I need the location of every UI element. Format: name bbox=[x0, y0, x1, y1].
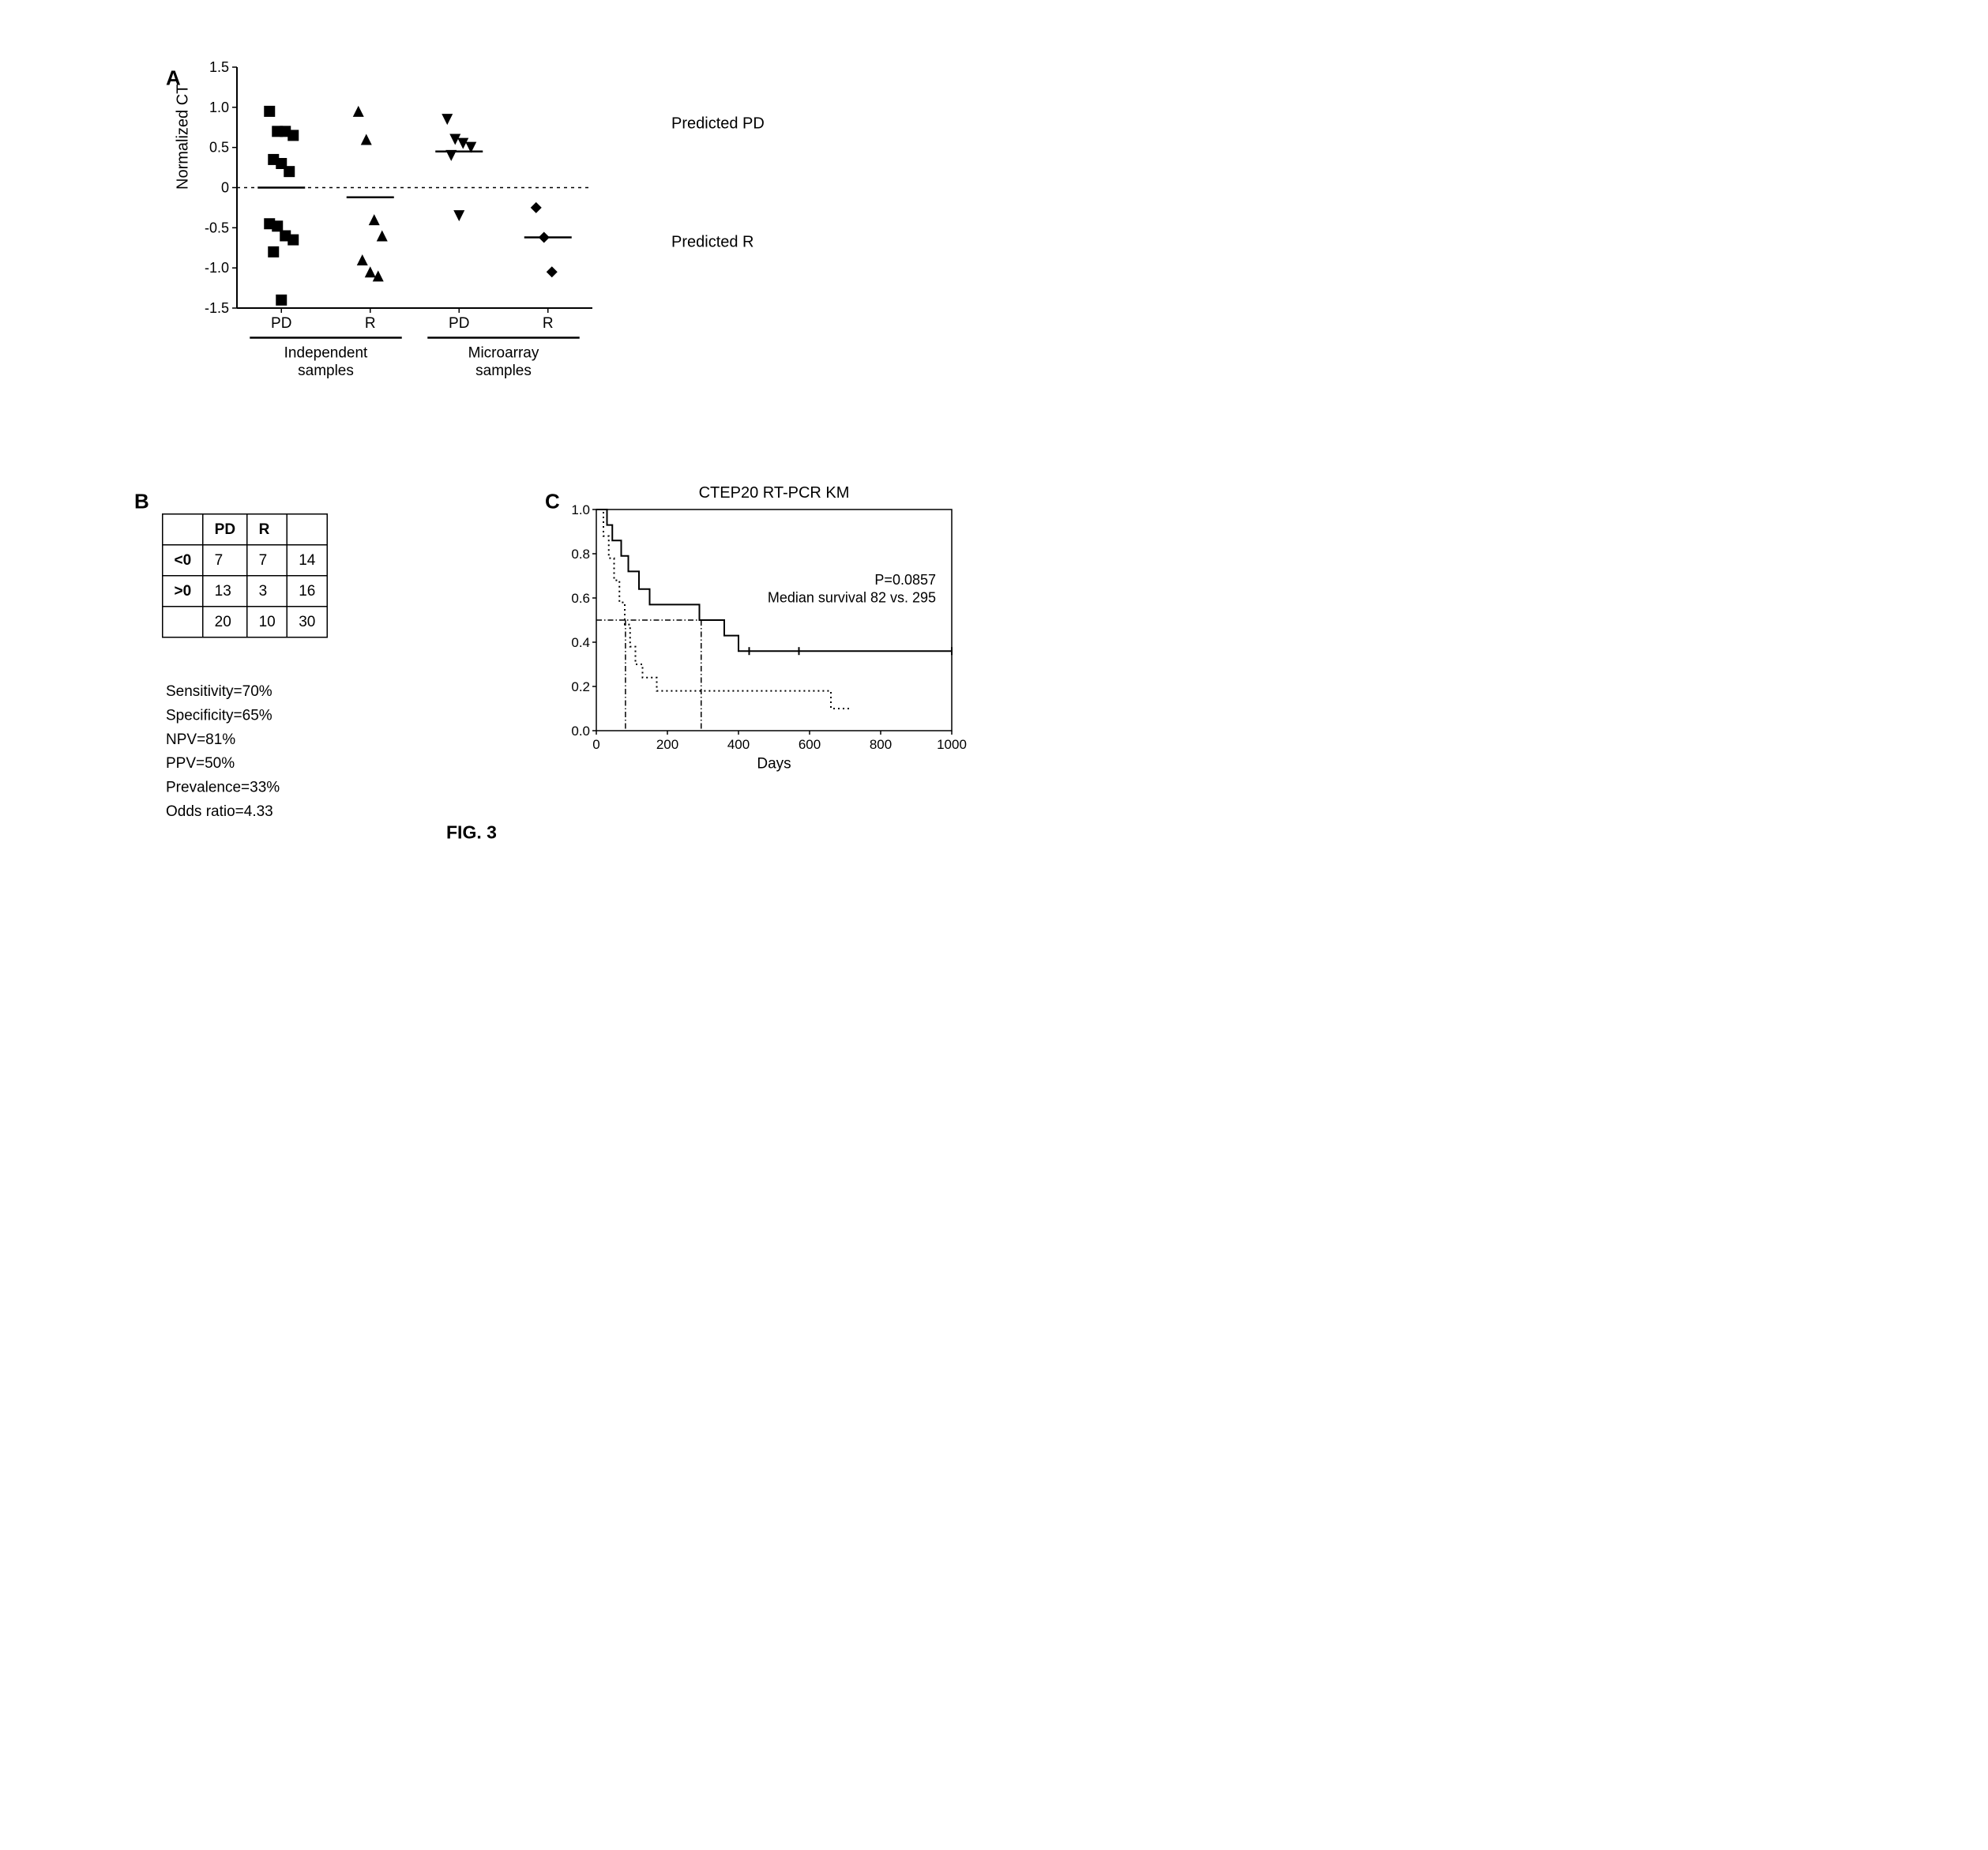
table-cell: 3 bbox=[247, 576, 287, 607]
panel-a-annotation-predicted-r: Predicted R bbox=[671, 233, 753, 251]
panel-b-stats-list: Sensitivity=70%Specificity=65%NPV=81%PPV… bbox=[166, 679, 280, 823]
svg-text:Days: Days bbox=[757, 756, 791, 773]
svg-text:800: 800 bbox=[870, 737, 892, 752]
svg-text:0.8: 0.8 bbox=[571, 547, 590, 562]
svg-text:Microarray: Microarray bbox=[468, 345, 539, 362]
panel-a-annotation-predicted-pd: Predicted PD bbox=[671, 115, 765, 133]
svg-text:200: 200 bbox=[656, 737, 678, 752]
stat-line: Sensitivity=70% bbox=[166, 679, 280, 703]
svg-text:samples: samples bbox=[475, 363, 532, 379]
table-header-cell bbox=[163, 514, 203, 545]
figure-number: FIG. 3 bbox=[446, 822, 497, 843]
panel-b-contingency-table: PDR<07714>013316201030 bbox=[162, 513, 328, 638]
panel-a-ylabel: Normalized CT bbox=[174, 85, 192, 190]
svg-text:PD: PD bbox=[449, 315, 469, 332]
svg-text:-0.5: -0.5 bbox=[205, 220, 229, 235]
table-cell: <0 bbox=[163, 545, 203, 576]
stat-line: Specificity=65% bbox=[166, 703, 280, 727]
table-cell: 13 bbox=[203, 576, 247, 607]
svg-text:1.0: 1.0 bbox=[209, 100, 229, 115]
svg-text:400: 400 bbox=[727, 737, 750, 752]
panel-a-scatter-chart: -1.5-1.0-0.500.51.01.5PDRPDRIndependents… bbox=[190, 55, 624, 411]
svg-text:PD: PD bbox=[271, 315, 291, 332]
table-cell: 30 bbox=[287, 607, 327, 637]
svg-text:Median survival 82 vs. 295: Median survival 82 vs. 295 bbox=[768, 590, 936, 606]
svg-text:CTEP20 RT-PCR KM: CTEP20 RT-PCR KM bbox=[699, 484, 850, 502]
panel-c-km-chart: CTEP20 RT-PCR KM 0.0 0.2 0.4 0.6 0.8 1.0 0 200 40… bbox=[553, 482, 987, 798]
table-cell: 7 bbox=[203, 545, 247, 576]
table-cell: 10 bbox=[247, 607, 287, 637]
svg-text:0.2: 0.2 bbox=[571, 679, 590, 694]
svg-text:P=0.0857: P=0.0857 bbox=[874, 572, 936, 588]
svg-text:-1.5: -1.5 bbox=[205, 300, 229, 316]
table-cell: 7 bbox=[247, 545, 287, 576]
svg-text:R: R bbox=[543, 315, 554, 332]
svg-text:0.4: 0.4 bbox=[571, 635, 590, 650]
table-cell bbox=[163, 607, 203, 637]
svg-text:0.0: 0.0 bbox=[571, 724, 590, 739]
table-cell: 14 bbox=[287, 545, 327, 576]
table-cell: 20 bbox=[203, 607, 247, 637]
stat-line: Odds ratio=4.33 bbox=[166, 799, 280, 823]
table-header-cell: PD bbox=[203, 514, 247, 545]
svg-text:1000: 1000 bbox=[937, 737, 967, 752]
svg-text:Independent: Independent bbox=[284, 345, 368, 362]
svg-text:samples: samples bbox=[298, 363, 354, 379]
table-cell: 16 bbox=[287, 576, 327, 607]
stat-line: Prevalence=33% bbox=[166, 776, 280, 799]
panel-b-label: B bbox=[134, 490, 149, 513]
stat-line: NPV=81% bbox=[166, 728, 280, 751]
svg-text:600: 600 bbox=[799, 737, 821, 752]
svg-text:R: R bbox=[365, 315, 376, 332]
svg-text:1.0: 1.0 bbox=[571, 502, 590, 517]
table-header-cell bbox=[287, 514, 327, 545]
svg-text:0.5: 0.5 bbox=[209, 140, 229, 156]
svg-text:0: 0 bbox=[592, 737, 599, 752]
table-header-cell: R bbox=[247, 514, 287, 545]
svg-text:0: 0 bbox=[221, 180, 229, 196]
svg-text:-1.0: -1.0 bbox=[205, 260, 229, 276]
stat-line: PPV=50% bbox=[166, 751, 280, 775]
table-cell: >0 bbox=[163, 576, 203, 607]
svg-text:1.5: 1.5 bbox=[209, 59, 229, 75]
svg-text:0.6: 0.6 bbox=[571, 591, 590, 606]
